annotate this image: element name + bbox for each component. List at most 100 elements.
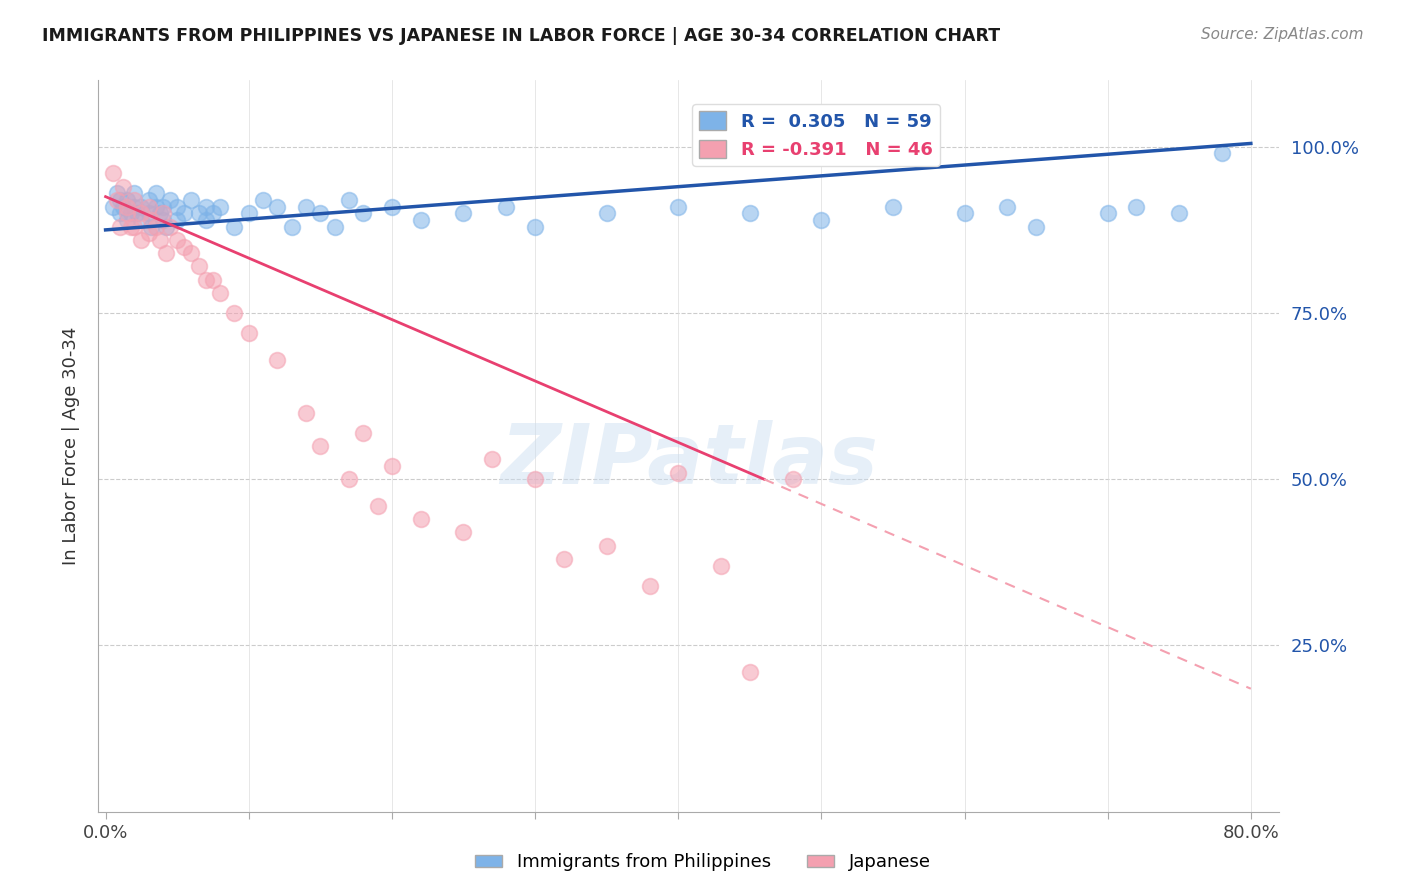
Point [131, 206, 153, 220]
Point [1097, 206, 1119, 220]
Point [209, 200, 232, 214]
Point [166, 200, 188, 214]
Point [115, 206, 138, 220]
Point [194, 213, 217, 227]
Point [173, 206, 195, 220]
Point [149, 206, 172, 220]
Text: ZIPatlas: ZIPatlas [501, 420, 877, 501]
Point [105, 186, 128, 201]
Point [105, 193, 128, 207]
Point [409, 512, 432, 526]
Point [187, 206, 209, 220]
Point [524, 219, 547, 234]
Point [122, 186, 145, 201]
Point [166, 233, 188, 247]
Point [122, 193, 145, 207]
Point [138, 200, 160, 214]
Point [409, 213, 432, 227]
Point [266, 352, 288, 367]
Point [125, 206, 148, 220]
Point [1211, 146, 1233, 161]
Point [108, 219, 131, 234]
Y-axis label: In Labor Force | Age 30-34: In Labor Force | Age 30-34 [62, 326, 80, 566]
Point [381, 458, 404, 473]
Point [224, 306, 246, 320]
Point [108, 206, 131, 220]
Point [280, 219, 302, 234]
Point [238, 326, 260, 340]
Point [111, 200, 134, 214]
Point [453, 206, 475, 220]
Point [337, 472, 360, 486]
Point [115, 200, 138, 214]
Point [152, 206, 174, 220]
Point [138, 226, 160, 240]
Point [495, 200, 517, 214]
Point [1025, 219, 1047, 234]
Point [553, 552, 575, 566]
Point [131, 233, 153, 247]
Point [159, 219, 181, 234]
Point [309, 439, 332, 453]
Text: Source: ZipAtlas.com: Source: ZipAtlas.com [1201, 27, 1364, 42]
Legend: Immigrants from Philippines, Japanese: Immigrants from Philippines, Japanese [468, 847, 938, 879]
Point [173, 239, 195, 253]
Point [209, 286, 232, 301]
Point [782, 472, 804, 486]
Point [224, 219, 246, 234]
Text: IMMIGRANTS FROM PHILIPPINES VS JAPANESE IN LABOR FORCE | AGE 30-34 CORRELATION C: IMMIGRANTS FROM PHILIPPINES VS JAPANESE … [42, 27, 1000, 45]
Point [738, 206, 761, 220]
Point [595, 206, 617, 220]
Point [352, 206, 374, 220]
Point [120, 219, 142, 234]
Point [882, 200, 904, 214]
Point [159, 193, 181, 207]
Point [138, 193, 160, 207]
Point [337, 193, 360, 207]
Point [145, 200, 167, 214]
Point [115, 193, 138, 207]
Point [595, 539, 617, 553]
Point [997, 200, 1019, 214]
Point [122, 200, 145, 214]
Point [131, 200, 153, 214]
Point [141, 219, 163, 234]
Point [152, 213, 174, 227]
Point [666, 466, 689, 480]
Point [194, 200, 217, 214]
Point [710, 558, 733, 573]
Point [166, 213, 188, 227]
Point [381, 200, 404, 214]
Point [115, 213, 138, 227]
Point [131, 213, 153, 227]
Point [145, 186, 167, 201]
Point [953, 206, 976, 220]
Point [323, 219, 346, 234]
Point [367, 499, 389, 513]
Point [155, 219, 177, 234]
Point [352, 425, 374, 440]
Point [187, 260, 209, 274]
Point [266, 200, 288, 214]
Point [738, 665, 761, 679]
Point [295, 200, 318, 214]
Point [810, 213, 832, 227]
Point [201, 273, 224, 287]
Point [111, 179, 134, 194]
Point [524, 472, 547, 486]
Point [152, 200, 174, 214]
Point [252, 193, 274, 207]
Point [108, 193, 131, 207]
Point [101, 200, 124, 214]
Point [180, 193, 202, 207]
Point [122, 219, 145, 234]
Point [638, 579, 661, 593]
Point [180, 246, 202, 260]
Point [145, 219, 167, 234]
Point [666, 200, 689, 214]
Point [295, 406, 318, 420]
Point [201, 206, 224, 220]
Point [238, 206, 260, 220]
Point [101, 166, 124, 180]
Point [453, 525, 475, 540]
